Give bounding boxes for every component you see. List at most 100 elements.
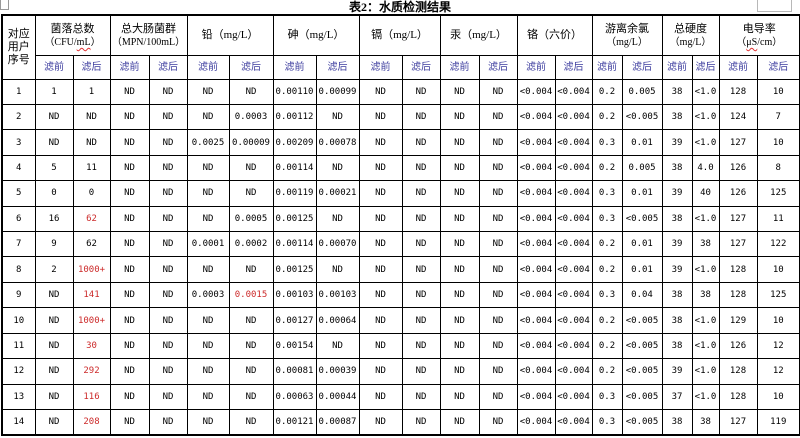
table-cell: ND xyxy=(148,307,188,334)
table-cell: ND xyxy=(401,78,441,105)
table-row: 11 ND 30 ND ND ND ND 0.00154 ND ND ND ND ND <0.004 <0.… xyxy=(1,332,800,360)
table-cell: ND xyxy=(186,78,230,105)
table-cell: ND xyxy=(478,103,518,131)
table-cell: ND xyxy=(439,383,480,410)
table-cell: 0.00125 xyxy=(272,256,317,283)
table-cell: 0.0003 xyxy=(186,281,230,309)
table-cell: 0.3 xyxy=(591,408,623,436)
table-cell: 39 xyxy=(661,231,693,258)
table-cell: <1.0 xyxy=(691,205,720,233)
table-cell: ND xyxy=(401,383,441,410)
table-cell: 37 xyxy=(661,383,693,410)
table-cell: <1.0 xyxy=(691,256,720,283)
table-cell: ND xyxy=(478,180,518,207)
table-cell: ND xyxy=(478,256,518,283)
table-cell: 0.2 xyxy=(591,307,623,334)
table-row: 13 ND 116 ND ND ND ND 0.00063 0.00044 ND ND ND ND <0.… xyxy=(1,383,800,410)
table-cell: 0.00209 xyxy=(272,129,317,156)
table-cell: <0.005 xyxy=(621,307,663,334)
page-title: 表2：水质检测结果 xyxy=(348,0,451,14)
table-cell: 119 xyxy=(756,408,800,436)
table-cell: 122 xyxy=(756,231,800,258)
table-cell: ND xyxy=(315,205,360,233)
table-cell: <0.004 xyxy=(516,205,556,233)
table-row: 10 ND 1000+ ND ND ND ND 0.00127 0.00064 ND ND ND ND <… xyxy=(1,307,800,334)
table-cell: ND xyxy=(439,154,480,182)
table-cell: 1000+ xyxy=(72,256,111,283)
table-cell: ND xyxy=(34,129,74,156)
header-group-arsenic: 砷（mg/L） xyxy=(272,14,360,56)
table-cell: ND xyxy=(401,129,441,156)
table-cell: <1.0 xyxy=(691,358,720,385)
subheader-mercury-after: 滤后 xyxy=(478,54,518,80)
table-cell: 0.00078 xyxy=(315,129,360,156)
table-cell: ND xyxy=(315,332,360,360)
table-cell: 2 xyxy=(34,256,74,283)
table-row: 5 0 0 ND ND ND ND 0.00119 0.00021 ND ND ND ND <0.004 <… xyxy=(1,180,800,207)
table-cell: 0.005 xyxy=(621,154,663,182)
table-cell: ND xyxy=(109,78,150,105)
table-cell: ND xyxy=(148,231,188,258)
table-cell: ND xyxy=(34,332,74,360)
subheader-filter-row: 滤前 滤后 滤前 滤后 滤前 滤后 滤前 滤后 滤前 滤后 滤前 滤后 滤前 滤后 滤前 滤后 滤前 滤后 滤前 滤后 xyxy=(2,54,800,80)
table-cell: 0.2 xyxy=(591,154,623,182)
table-cell: ND xyxy=(186,103,230,131)
table-cell: ND xyxy=(358,281,403,309)
corner-header-line: 对应 xyxy=(7,27,30,40)
table-row: 3 ND ND ND ND 0.0025 0.00009 0.00209 0.00078 ND ND… xyxy=(1,129,800,156)
subheader-cadmium-after: 滤后 xyxy=(401,54,441,80)
table-cell: 0.00110 xyxy=(272,78,317,105)
table-cell: ND xyxy=(478,358,518,385)
table-cell: 0.00103 xyxy=(315,281,360,309)
spellcheck-squiggle: mL xyxy=(76,36,91,48)
table-cell: ND xyxy=(109,307,150,334)
table-cell: ND xyxy=(401,103,441,131)
table-cell: ND xyxy=(148,358,188,385)
table-cell: 5 xyxy=(34,154,74,182)
corner-header-user-number: 对应 用户 序号 xyxy=(1,14,36,80)
table-cell: 39 xyxy=(661,256,693,283)
header-group-total-coliform: 总大肠菌群 （MPN/100mL） xyxy=(109,14,188,56)
subheader-colony-count-after: 滤后 xyxy=(72,54,111,80)
table-cell: ND xyxy=(186,154,230,182)
table-cell: ND xyxy=(478,307,518,334)
table-cell: ND xyxy=(109,383,150,410)
table-cell: ND xyxy=(109,256,150,283)
corner-header-line: 序号 xyxy=(7,53,30,66)
table-cell: ND xyxy=(478,332,518,360)
table-cell: ND xyxy=(478,281,518,309)
table-cell: ND xyxy=(186,383,230,410)
table-cell: <0.005 xyxy=(621,383,663,410)
table-cell: <0.004 xyxy=(516,358,556,385)
table-cell: 16 xyxy=(34,205,74,233)
table-cell: 11 xyxy=(72,154,111,182)
table-cell: 0.00064 xyxy=(315,307,360,334)
table-cell: ND xyxy=(228,408,274,436)
table-cell: ND xyxy=(439,256,480,283)
table-cell: 128 xyxy=(718,256,758,283)
header-group-free-chlorine: 游离余氯 （mg/L） xyxy=(591,14,663,56)
table-cell: ND xyxy=(439,78,480,105)
subheader-total-hardness-after: 滤后 xyxy=(691,54,720,80)
table-cell: 1 xyxy=(34,78,74,105)
corner-header-line: 用户 xyxy=(7,40,30,53)
table-cell: <0.004 xyxy=(554,129,593,156)
table-cell: ND xyxy=(148,154,188,182)
table-anchor-handle[interactable] xyxy=(0,0,9,10)
table-cell: ND xyxy=(439,103,480,131)
row-number: 1 xyxy=(1,78,36,105)
table-cell: 0.2 xyxy=(591,332,623,360)
water-quality-results-table: 对应 用户 序号 菌落总数 （CFU/mL） 总大肠菌群 （MPN/100mL） 铅（m… xyxy=(1,14,800,436)
table-cell: 0.00127 xyxy=(272,307,317,334)
table-cell: ND xyxy=(439,129,480,156)
table-cell: <0.004 xyxy=(554,205,593,233)
table-cell: 0.3 xyxy=(591,205,623,233)
table-cell: ND xyxy=(358,332,403,360)
table-cell: 124 xyxy=(718,103,758,131)
table-cell: ND xyxy=(148,129,188,156)
table-cell: 30 xyxy=(72,332,111,360)
table-cell: <0.004 xyxy=(554,358,593,385)
table-cell: ND xyxy=(109,154,150,182)
table-cell: 1000+ xyxy=(72,307,111,334)
subheader-total-coliform-before: 滤前 xyxy=(109,54,150,80)
